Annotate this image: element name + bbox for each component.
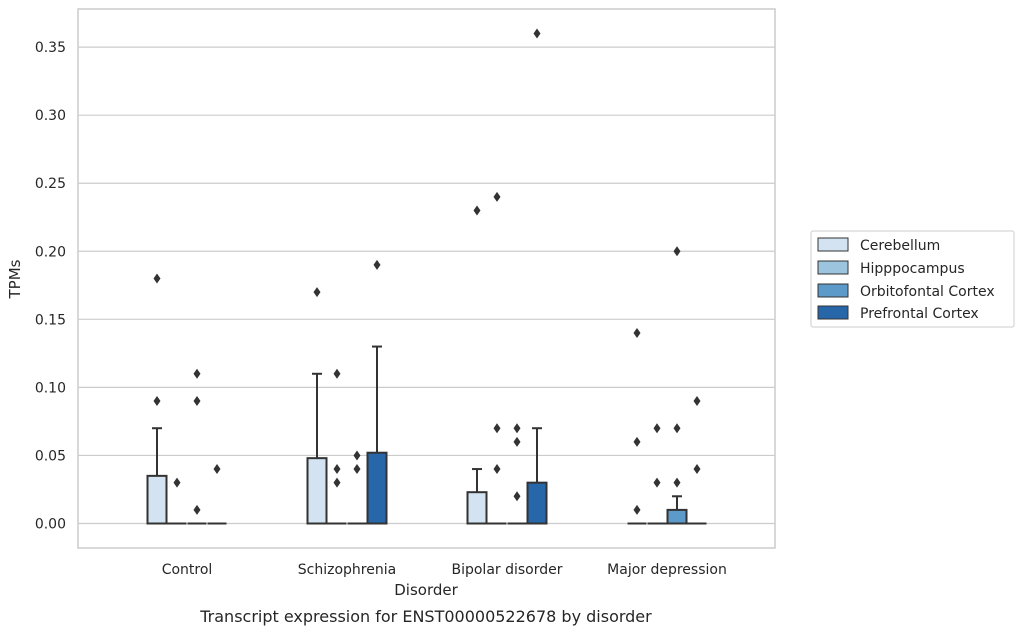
legend-swatch-orbitofrontal — [817, 283, 849, 298]
outlier-point — [513, 491, 521, 502]
outlier-point — [193, 396, 201, 406]
y-axis-ticks: 0.00 0.05 0.10 0.15 0.20 0.25 0.30 0.35 — [35, 40, 66, 532]
x-axis-label: Disorder — [394, 581, 458, 599]
box-cerebellum — [306, 457, 328, 525]
plot-marks — [146, 28, 707, 525]
outlier-point — [333, 368, 341, 379]
legend-swatch-cerebellum — [817, 237, 849, 252]
box-prefrontal-cortex — [526, 481, 548, 525]
outlier-point — [473, 205, 481, 216]
outlier-point — [313, 287, 321, 298]
box-cerebellum — [466, 491, 488, 525]
outlier-point — [633, 436, 641, 447]
y-axis-label: TPMs — [6, 259, 24, 299]
x-tick-label: Bipolar disorder — [451, 562, 562, 578]
outlier-point — [173, 477, 181, 488]
y-tick-label: 0.15 — [35, 312, 66, 328]
outlier-point — [513, 436, 521, 447]
x-tick-label: Major depression — [607, 562, 727, 578]
legend-label-prefrontal: Prefrontal Cortex — [860, 306, 979, 322]
x-axis-ticks: Control Schizophrenia Bipolar disorder Majo… — [162, 562, 727, 578]
outlier-point — [373, 259, 381, 270]
outlier-point — [153, 273, 161, 284]
outlier-point — [493, 423, 501, 434]
outlier-point — [493, 191, 501, 202]
plot-frame — [77, 8, 776, 549]
y-tick-label: 0.20 — [35, 244, 66, 260]
outlier-point — [673, 423, 681, 434]
x-tick-label: Schizophrenia — [298, 562, 396, 578]
outlier-point — [333, 477, 341, 488]
legend-label-orbitofrontal: Orbitofontal Cortex — [860, 284, 995, 300]
y-tick-label: 0.00 — [35, 517, 66, 533]
grid-lines — [78, 46, 775, 525]
legend: Cerebellum Hipppocampus Orbitofontal Cor… — [810, 230, 1015, 328]
legend-label-cerebellum: Cerebellum — [860, 238, 940, 254]
outlier-point — [513, 423, 521, 434]
outlier-point — [693, 396, 701, 406]
box-orbitofontal-cortex — [666, 508, 688, 525]
outlier-point — [653, 423, 661, 434]
outlier-point — [653, 477, 661, 488]
box-cerebellum — [146, 474, 168, 525]
outlier-point — [213, 464, 221, 475]
outlier-point — [333, 464, 341, 475]
y-tick-label: 0.35 — [35, 40, 66, 56]
box-prefrontal-cortex — [366, 451, 388, 525]
outlier-point — [193, 504, 201, 515]
legend-label-hippocampus: Hipppocampus — [860, 261, 965, 277]
outlier-point — [493, 464, 501, 475]
outlier-point — [153, 396, 161, 406]
outlier-point — [693, 464, 701, 475]
outlier-point — [193, 368, 201, 379]
outlier-point — [533, 28, 541, 39]
outlier-point — [633, 327, 641, 338]
y-tick-label: 0.30 — [35, 108, 66, 124]
x-tick-label: Control — [162, 562, 213, 578]
legend-frame — [810, 230, 1015, 328]
outlier-point — [673, 246, 681, 257]
legend-swatch-hippocampus — [817, 260, 849, 275]
outlier-point — [353, 464, 361, 475]
chart-caption: Transcript expression for ENST0000052267… — [199, 607, 652, 626]
y-tick-label: 0.25 — [35, 176, 66, 192]
outlier-point — [673, 477, 681, 488]
outlier-point — [353, 450, 361, 461]
legend-swatch-prefrontal — [817, 305, 849, 320]
y-tick-label: 0.10 — [35, 380, 66, 396]
y-tick-label: 0.05 — [35, 448, 66, 464]
outlier-point — [633, 504, 641, 515]
